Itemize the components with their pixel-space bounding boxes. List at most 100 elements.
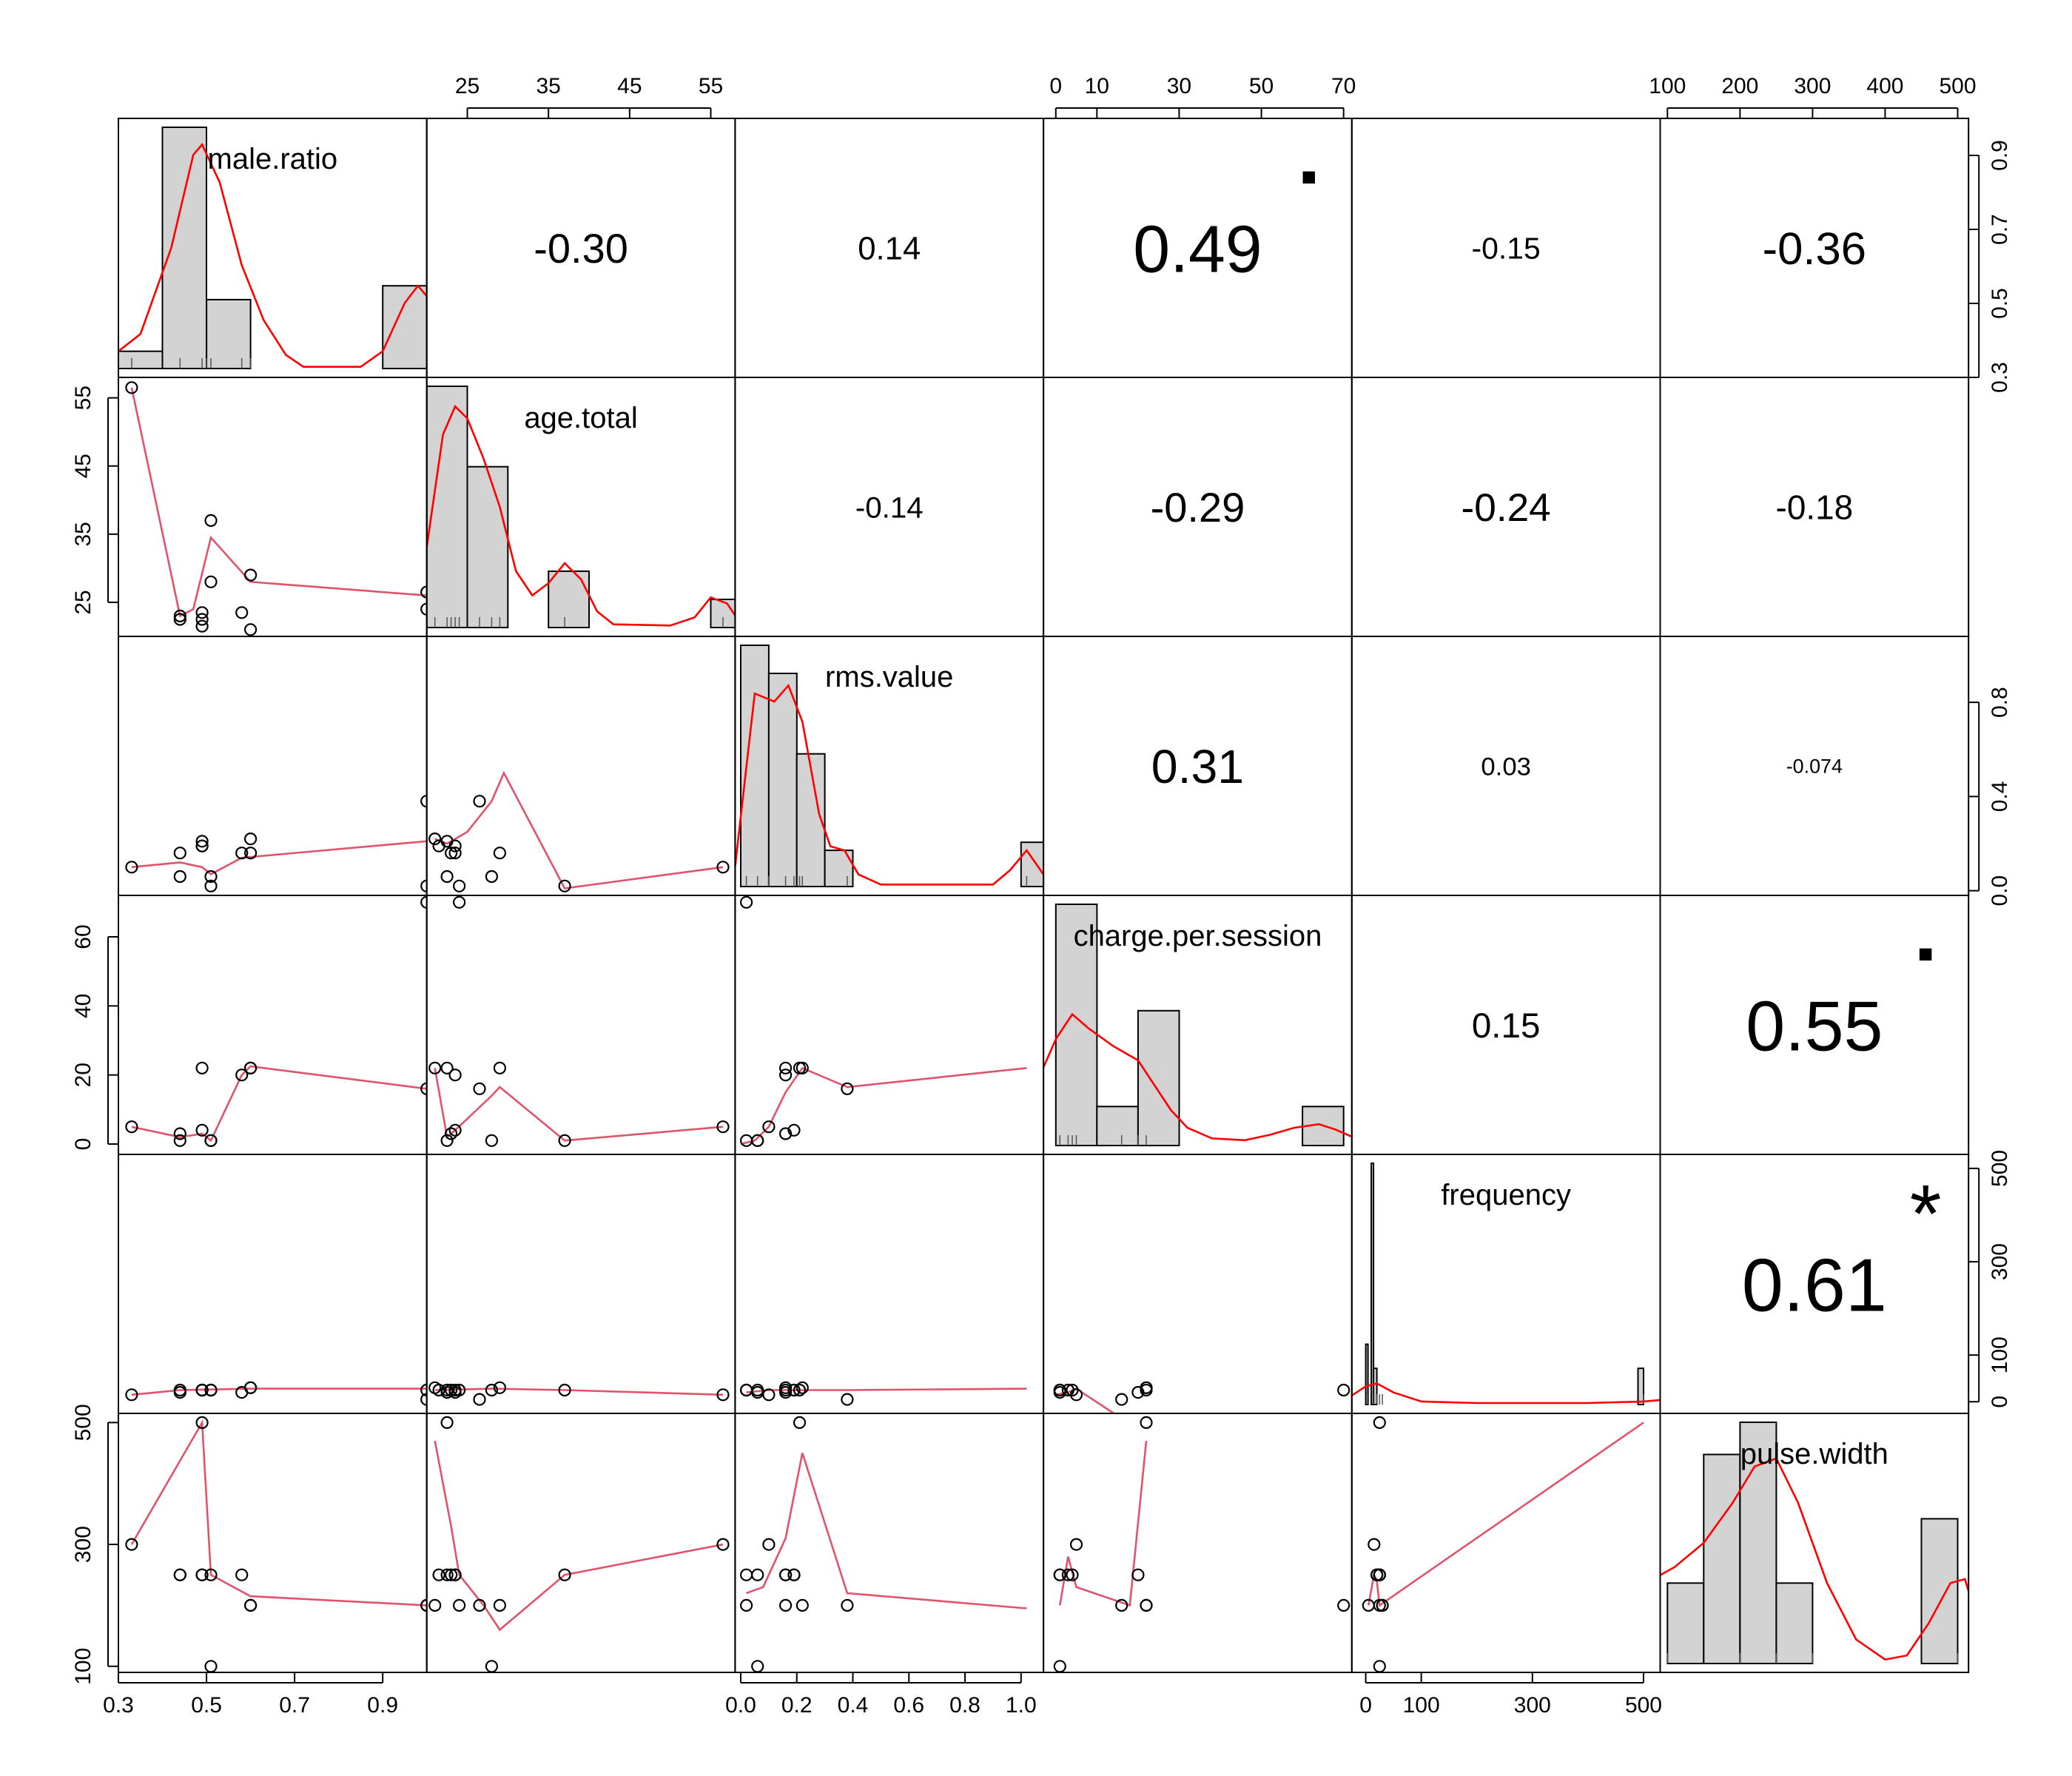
data-point [175,871,186,882]
data-point [797,1600,808,1611]
panels-layer: male.ratio age.total rms.value charge.per.s… [118,118,1968,1672]
data-point [494,1600,505,1611]
data-point [841,1083,852,1094]
data-point [442,871,453,882]
smooth-line [1368,1422,1644,1605]
axis-tick-label: 100 [71,1648,95,1685]
panel-border [1043,1413,1352,1672]
data-point [245,570,256,581]
histogram-bar [1021,842,1049,887]
histogram-bar [1638,1368,1644,1405]
axis-tick-label: 45 [617,74,642,98]
data-point [780,1063,791,1074]
data-point [741,1385,752,1396]
data-point [780,1570,791,1581]
data-point [175,847,186,858]
panel-border [118,1154,427,1413]
histogram-bar [1776,1583,1812,1664]
histogram-bar [1667,1583,1703,1664]
axis-tick-label: 0.2 [781,1693,813,1718]
data-point [197,1063,208,1074]
axis-tick-label: 25 [455,74,480,98]
histogram-bar [383,286,427,369]
axis-tick-label: 300 [71,1526,95,1563]
data-point [1030,1385,1041,1396]
data-point [741,897,752,908]
data-point [429,1382,440,1393]
significance-marker: ■ [1302,163,1317,191]
variable-label-age.total: age.total [524,402,637,434]
panel-border [1352,1413,1661,1672]
axis-tick-label: 0.9 [1988,140,2012,171]
axis-tick-label: 35 [71,522,95,546]
axis-tick-label: 0.0 [1988,875,2012,906]
data-point [486,1661,497,1672]
correlation-value-charge.per.session-pulse.width: 0.55 [1746,987,1883,1066]
correlation-value-age.total-frequency: -0.24 [1462,486,1551,530]
data-point [245,624,256,635]
smooth-line [747,1453,1027,1609]
axis-tick-label: 0.5 [1988,288,2012,319]
data-point [206,576,217,588]
axis-tick-label: 1.0 [1006,1693,1037,1718]
data-point [442,1417,453,1428]
data-point [794,1417,805,1428]
data-point [1030,1570,1041,1581]
data-point [559,881,571,892]
axis-tick-label: 55 [699,74,723,98]
data-point [486,1135,497,1146]
histogram-pulse.width: pulse.width [1661,1422,1969,1664]
axis-tick-label: 0.7 [1988,214,2012,245]
panel-border [118,636,427,895]
scatter-panel-charge.per.session-vs-male.ratio [126,897,432,1167]
histogram-bar [741,645,769,887]
data-point [1054,1661,1066,1672]
axis-tick-label: 0.0 [725,1693,756,1718]
histogram-bar [118,352,163,369]
axis-tick-label: 10 [1085,74,1109,98]
axis-tick-label: 0.3 [103,1693,134,1718]
histogram-bar [1138,1011,1180,1146]
variable-label-rms.value: rms.value [825,661,953,693]
axis-tick-label: 0 [1359,1693,1372,1718]
axis-tick-label: 0.8 [1988,687,2012,718]
axis-tick-label: 0.6 [893,1693,924,1718]
axis-tick-label: 45 [71,454,95,478]
data-point [454,1600,465,1611]
axis-tick-label: 0.8 [949,1693,980,1718]
axis-tick-label: 70 [1331,74,1356,98]
smooth-line [435,1441,723,1629]
axis-tick-label: 0 [1049,74,1062,98]
data-point [197,607,208,618]
axis-tick-label: 30 [1167,74,1191,98]
axis-tick-label: 20 [71,1063,95,1087]
correlation-value-male.ratio-charge.per.session: 0.49 [1133,212,1262,286]
data-point [175,1570,186,1581]
panel-border [427,636,736,895]
histogram-bar [1922,1518,1958,1664]
axis-tick-label: 500 [1625,1693,1662,1718]
scatter-panel-age.total-vs-male.ratio [126,382,432,635]
axis-tick-label: 0.9 [367,1693,398,1718]
histogram-bar [206,300,251,369]
data-point [245,1600,256,1611]
variable-label-frequency: frequency [1441,1179,1571,1211]
scatter-panel-frequency-vs-rms.value [741,1382,1026,1405]
data-point [236,1570,247,1581]
data-point [434,1570,445,1581]
panel-border [427,1154,736,1413]
data-point [245,833,256,844]
data-point [245,1063,256,1074]
data-point [197,1156,208,1167]
axis-tick-label: 60 [71,924,95,949]
smooth-line [435,1068,723,1140]
histogram-bar [769,673,797,887]
data-point [236,607,247,618]
significance-marker: ■ [1918,940,1934,968]
axis-tick-label: 0.7 [279,1693,310,1718]
axis-tick-label: 0 [71,1138,95,1151]
correlation-value-male.ratio-age.total: -0.30 [534,225,628,272]
correlation-value-male.ratio-rms.value: 0.14 [858,231,921,267]
scatter-panel-frequency-vs-age.total [429,1382,728,1405]
correlation-value-male.ratio-pulse.width: -0.36 [1763,223,1866,275]
